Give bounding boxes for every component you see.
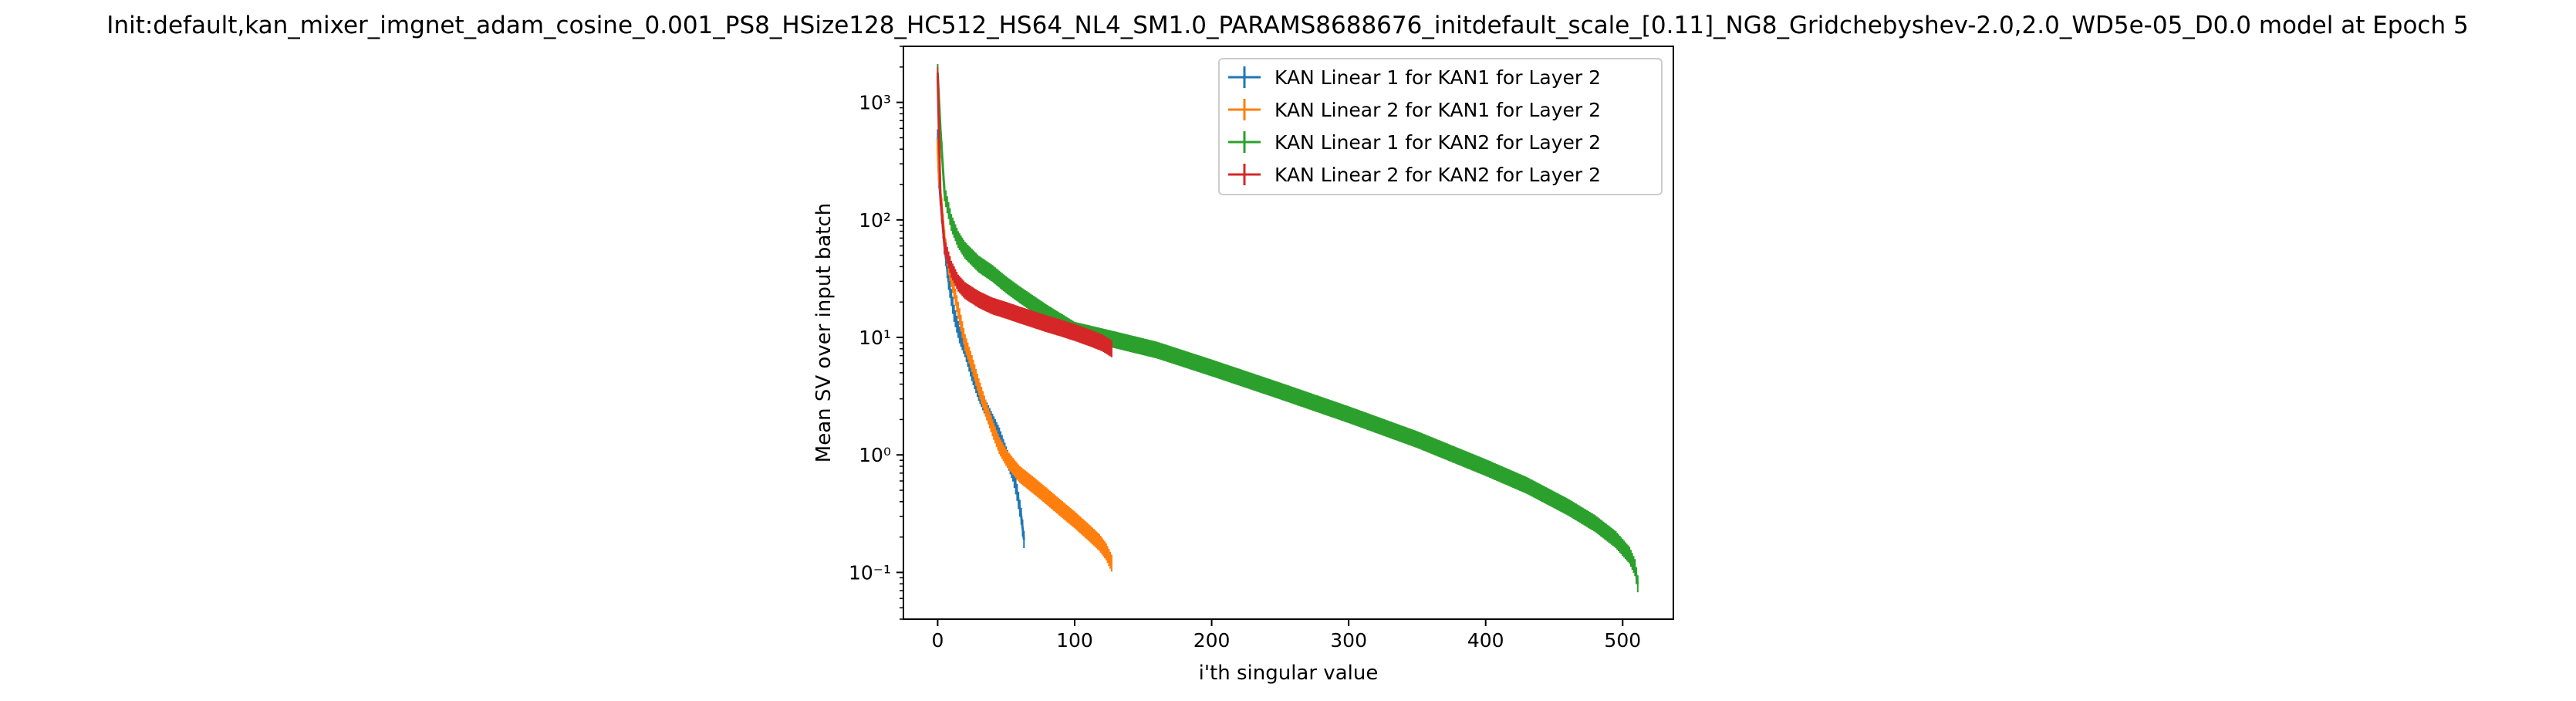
x-tick-label: 300 (1330, 629, 1367, 652)
legend-label: KAN Linear 1 for KAN2 for Layer 2 (1274, 131, 1601, 154)
x-tick-label: 0 (931, 629, 944, 652)
legend-box (1218, 58, 1663, 195)
series-2 (936, 138, 1113, 572)
series-4-line (936, 75, 1112, 350)
x-tick-label: 400 (1467, 629, 1504, 652)
axes-frame (903, 46, 1674, 620)
legend-item: KAN Linear 2 for KAN1 for Layer 2 (1228, 99, 1601, 121)
y-tick-label: 10¹ (859, 327, 891, 349)
chart-title: Init:default,kan_mixer_imgnet_adam_cosin… (106, 12, 2468, 39)
x-axis: 0 100 200 300 400 500 (931, 619, 1641, 652)
y-tick-label: 10⁰ (859, 444, 891, 466)
x-axis-label: i'th singular value (1199, 662, 1379, 685)
plot-area (936, 63, 1639, 593)
y-axis: 10⁻¹ 10⁰ 10¹ 10² 10³ (849, 46, 903, 620)
y-tick-label: 10³ (859, 92, 891, 114)
series-2-line (936, 146, 1113, 564)
legend-item: KAN Linear 1 for KAN1 for Layer 2 (1228, 66, 1601, 89)
x-tick-label: 100 (1056, 629, 1093, 652)
x-tick-label: 200 (1193, 629, 1231, 652)
legend-item: KAN Linear 1 for KAN2 for Layer 2 (1228, 131, 1601, 154)
legend: KAN Linear 1 for KAN1 for Layer 2 KAN Lin… (1218, 58, 1663, 195)
legend-label: KAN Linear 1 for KAN1 for Layer 2 (1274, 66, 1601, 89)
legend-item: KAN Linear 2 for KAN2 for Layer 2 (1228, 164, 1601, 186)
y-axis-label: Mean SV over input batch (812, 203, 836, 462)
y-tick-label: 10⁻¹ (849, 561, 891, 584)
x-tick-label: 500 (1604, 629, 1641, 652)
legend-label: KAN Linear 2 for KAN2 for Layer 2 (1274, 164, 1601, 186)
y-tick-label: 10² (859, 209, 891, 232)
series-4 (936, 66, 1112, 357)
legend-label: KAN Linear 2 for KAN1 for Layer 2 (1274, 99, 1601, 121)
